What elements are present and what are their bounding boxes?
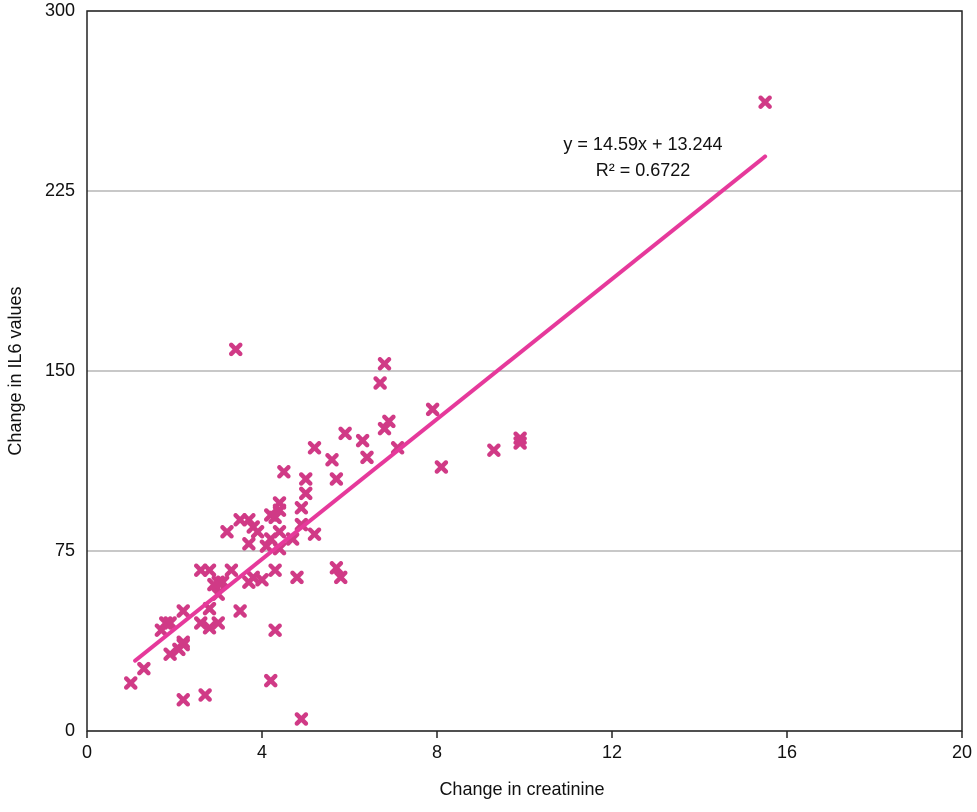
x-tick-label: 8 <box>432 742 442 762</box>
y-tick-label: 0 <box>65 720 75 740</box>
point <box>307 441 322 455</box>
point <box>250 525 265 539</box>
point <box>220 525 234 539</box>
point <box>202 563 217 577</box>
point <box>194 616 208 630</box>
point <box>268 563 282 577</box>
point <box>299 486 313 501</box>
point <box>294 501 309 515</box>
r-squared-label: R² = 0.6722 <box>596 160 691 180</box>
point <box>325 453 339 467</box>
point <box>299 472 313 486</box>
point <box>198 688 212 702</box>
point <box>215 575 230 589</box>
trendline-equation: y = 14.59x + 13.244 <box>563 134 722 154</box>
point <box>487 443 501 457</box>
point <box>425 402 440 417</box>
y-tick-label: 75 <box>55 540 75 560</box>
point <box>355 433 370 448</box>
point <box>377 357 392 371</box>
y-tick-label: 150 <box>45 360 75 380</box>
x-tick-label: 0 <box>82 742 92 762</box>
point <box>154 623 169 637</box>
point <box>211 616 225 630</box>
point <box>373 376 387 390</box>
x-tick-label: 16 <box>777 742 797 762</box>
point <box>307 527 322 541</box>
point <box>294 712 309 726</box>
point <box>268 623 282 637</box>
x-tick-label: 20 <box>952 742 972 762</box>
point <box>329 561 344 575</box>
point <box>176 604 190 618</box>
point <box>202 621 217 635</box>
point <box>268 510 282 525</box>
point <box>338 426 352 441</box>
y-tick-label: 300 <box>45 0 75 20</box>
point <box>233 604 247 618</box>
point <box>137 661 151 676</box>
point <box>329 472 344 486</box>
point <box>224 563 239 577</box>
x-tick-label: 12 <box>602 742 622 762</box>
point <box>163 647 177 661</box>
point <box>277 465 291 479</box>
point <box>255 573 269 587</box>
trendline <box>133 154 768 663</box>
point <box>229 342 243 357</box>
point <box>360 450 374 465</box>
x-tick-label: 4 <box>257 742 267 762</box>
point <box>172 642 186 657</box>
point <box>176 693 190 707</box>
point <box>264 673 278 688</box>
y-axis-title: Change in IL6 values <box>5 286 25 455</box>
plot-frame <box>86 10 963 732</box>
point <box>513 436 527 450</box>
point <box>242 537 256 551</box>
y-tick-label: 225 <box>45 180 75 200</box>
point <box>259 539 274 553</box>
point <box>242 575 256 589</box>
point <box>377 421 392 436</box>
point <box>334 570 348 585</box>
point <box>434 460 449 474</box>
x-axis-title: Change in creatinine <box>439 779 604 799</box>
point <box>758 95 772 109</box>
point <box>290 570 304 585</box>
point <box>124 676 138 690</box>
